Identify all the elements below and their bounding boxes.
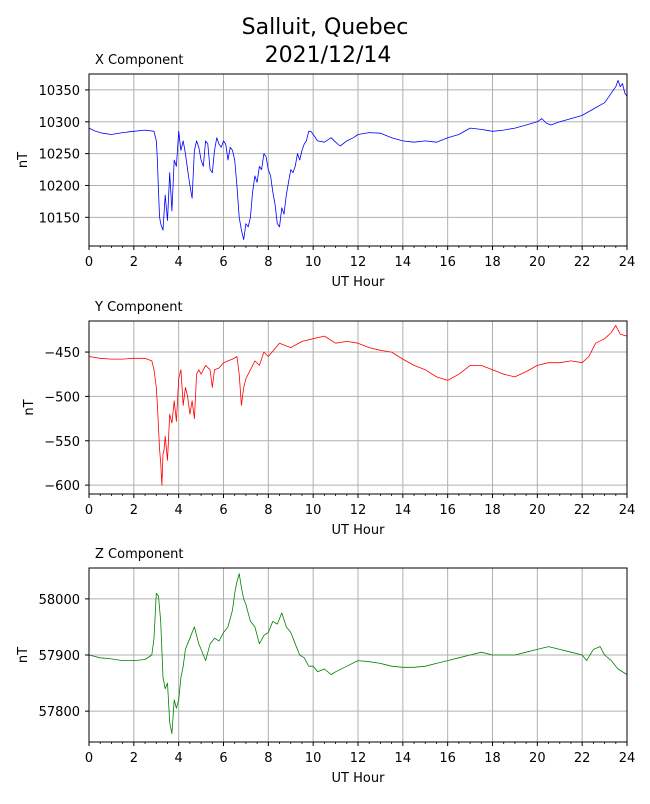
x-tick-label: 10 <box>305 503 322 518</box>
x-tick-label: 16 <box>439 751 456 766</box>
panel-title: X Component <box>95 53 184 68</box>
x-axis-label: UT Hour <box>332 523 386 538</box>
x-tick-label: 12 <box>350 751 367 766</box>
x-tick-label: 12 <box>350 503 367 518</box>
y-tick-label: 10250 <box>39 148 80 163</box>
x-tick-label: 2 <box>130 503 138 518</box>
y-axis-label: nT <box>16 152 31 168</box>
x-tick-label: 4 <box>175 751 183 766</box>
x-tick-label: 2 <box>130 751 138 766</box>
x-tick-label: 20 <box>529 503 546 518</box>
x-tick-label: 6 <box>219 751 227 766</box>
y-tick-label: 10200 <box>39 179 80 194</box>
x-tick-label: 14 <box>395 751 412 766</box>
y-tick-label: 10150 <box>39 211 80 226</box>
x-tick-label: 18 <box>484 255 501 270</box>
figure-title-line2: 2021/12/14 <box>265 43 392 68</box>
panel-title: Z Component <box>95 547 184 562</box>
x-tick-label: 10 <box>305 751 322 766</box>
x-axis-label: UT Hour <box>332 275 386 290</box>
y-axis-label: nT <box>16 647 31 663</box>
chart-panel-1: 0 2 4 6 8 10 12 14 16 18 20 22 241015010200102501030… <box>16 53 635 290</box>
x-tick-label: 22 <box>574 255 591 270</box>
y-tick-label: 10300 <box>39 116 80 131</box>
y-tick-label: 10350 <box>39 84 80 99</box>
x-tick-label: 0 <box>85 503 93 518</box>
data-series-line <box>88 573 628 734</box>
y-tick-label: −600 <box>44 479 80 494</box>
x-tick-label: 0 <box>85 751 93 766</box>
figure-title-line1: Salluit, Quebec <box>242 15 409 40</box>
x-tick-label: 22 <box>574 503 591 518</box>
x-tick-label: 12 <box>350 255 367 270</box>
y-tick-label: −550 <box>44 435 80 450</box>
x-tick-label: 18 <box>484 503 501 518</box>
panel-title: Y Component <box>94 300 183 315</box>
data-series-line <box>88 324 628 486</box>
x-tick-label: 24 <box>619 751 636 766</box>
x-tick-label: 18 <box>484 751 501 766</box>
x-tick-label: 20 <box>529 255 546 270</box>
x-tick-label: 8 <box>264 751 272 766</box>
x-tick-label: 0 <box>85 255 93 270</box>
x-tick-label: 6 <box>219 503 227 518</box>
x-tick-label: 10 <box>305 255 322 270</box>
x-tick-label: 22 <box>574 751 591 766</box>
x-tick-label: 24 <box>619 255 636 270</box>
x-tick-label: 24 <box>619 503 636 518</box>
x-tick-label: 4 <box>175 255 183 270</box>
x-tick-label: 14 <box>395 503 412 518</box>
x-tick-label: 4 <box>175 503 183 518</box>
x-tick-label: 16 <box>439 503 456 518</box>
y-tick-label: −450 <box>44 346 80 361</box>
x-tick-label: 6 <box>219 255 227 270</box>
y-tick-label: 57800 <box>39 705 80 720</box>
x-tick-label: 8 <box>264 503 272 518</box>
x-tick-label: 8 <box>264 255 272 270</box>
y-tick-label: 58000 <box>39 593 80 608</box>
y-axis-label: nT <box>22 399 37 415</box>
x-tick-label: 14 <box>395 255 412 270</box>
y-tick-label: −500 <box>44 390 80 405</box>
x-tick-label: 20 <box>529 751 546 766</box>
x-tick-label: 2 <box>130 255 138 270</box>
data-series-line <box>88 80 628 241</box>
chart-panels: 0 2 4 6 8 10 12 14 16 18 20 22 241015010200102501030… <box>16 53 635 786</box>
x-tick-label: 16 <box>439 255 456 270</box>
x-axis-label: UT Hour <box>332 771 386 786</box>
y-tick-label: 57900 <box>39 649 80 664</box>
